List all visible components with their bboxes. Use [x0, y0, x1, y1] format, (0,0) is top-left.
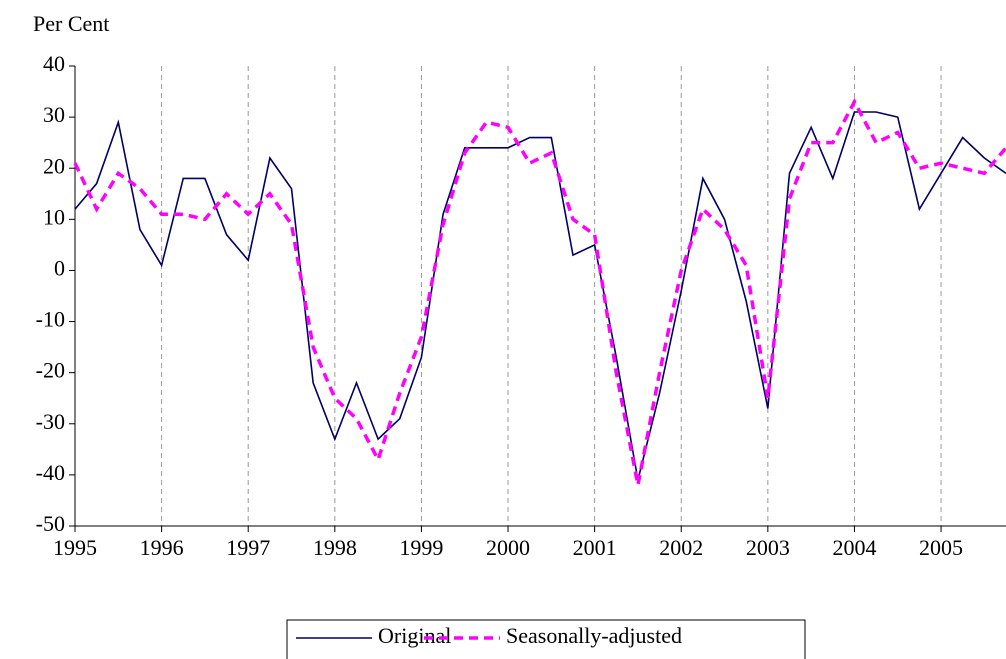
y-tick-label: 40 — [43, 51, 65, 76]
y-tick-label: -50 — [36, 511, 65, 536]
legend-label: Original — [378, 623, 451, 648]
x-tick-label: 1995 — [53, 535, 97, 560]
x-tick-label: 1997 — [226, 535, 270, 560]
legend-box — [286, 619, 806, 659]
y-tick-label: -10 — [36, 307, 65, 332]
y-tick-label: -40 — [36, 460, 65, 485]
legend-label: Seasonally-adjusted — [506, 623, 682, 648]
x-tick-label: 2003 — [746, 535, 790, 560]
x-tick-label: 1996 — [140, 535, 184, 560]
y-tick-label: -30 — [36, 409, 65, 434]
x-tick-label: 1999 — [399, 535, 443, 560]
x-tick-label: 2004 — [832, 535, 876, 560]
y-tick-label: 30 — [43, 102, 65, 127]
y-tick-label: 20 — [43, 153, 65, 178]
x-tick-label: 2002 — [659, 535, 703, 560]
y-tick-label: -20 — [36, 358, 65, 383]
y-tick-label: 0 — [54, 255, 65, 280]
y-tick-label: 10 — [43, 204, 65, 229]
x-tick-label: 1998 — [313, 535, 357, 560]
x-tick-label: 2005 — [919, 535, 963, 560]
x-tick-label: 2000 — [486, 535, 530, 560]
series-line — [74, 111, 1006, 481]
x-tick-label: 2001 — [573, 535, 617, 560]
y-axis-label: Per Cent — [33, 11, 109, 36]
series-line — [73, 98, 1006, 486]
